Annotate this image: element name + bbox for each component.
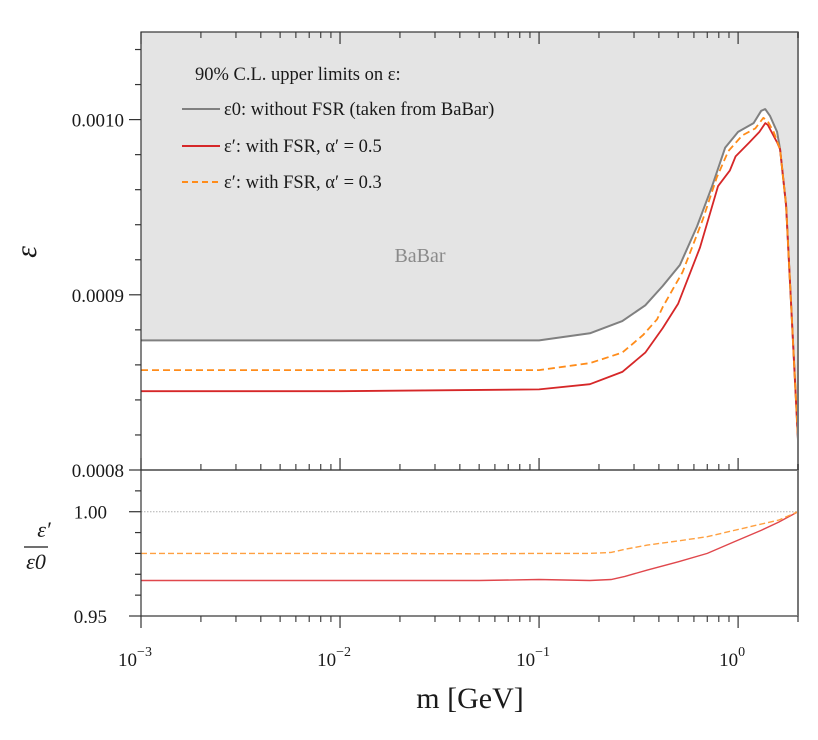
- legend-label-alpha-05: ε′: with FSR, α′ = 0.5: [224, 137, 382, 157]
- x-tick-base: 10: [317, 650, 336, 671]
- x-axis-label: m [GeV]: [416, 682, 523, 715]
- ratio-line-alpha-05: [141, 511, 799, 582]
- x-tick-labels: 10−3 10−2 10−1 100: [118, 645, 745, 671]
- ratio-label-denominator: ε0: [26, 549, 46, 574]
- babar-region-label: BaBar: [394, 245, 445, 267]
- ratio-y-tick-label: 0.95: [74, 607, 107, 628]
- main-series-group: [141, 108, 799, 441]
- x-tick-exponent: 0: [738, 645, 745, 660]
- legend-label-eps0: ε0: without FSR (taken from BaBar): [224, 100, 494, 120]
- babar-excluded-region: [141, 32, 798, 441]
- legend: 90% C.L. upper limits on ε: ε0: without …: [182, 65, 494, 193]
- x-tick-exponent: −1: [535, 645, 550, 660]
- x-tick-label: 10−1: [516, 645, 550, 671]
- main-y-tick-label: 0.0008: [72, 461, 124, 482]
- ratio-label-numerator: ε′: [37, 517, 52, 542]
- ratio-frame: [140, 469, 799, 617]
- x-tick-base: 10: [118, 650, 137, 671]
- x-tick-label: 10−3: [118, 645, 152, 671]
- x-tick-exponent: −2: [336, 645, 351, 660]
- ratio-series-group: [141, 511, 799, 582]
- series-line-eps0: [141, 108, 799, 441]
- ratio-y-axis-label: ε′ ε0: [24, 517, 52, 574]
- legend-title: 90% C.L. upper limits on ε:: [195, 65, 401, 85]
- series-line-alpha-05: [141, 122, 799, 441]
- x-tick-base: 10: [516, 650, 535, 671]
- x-tick-label: 10−2: [317, 645, 351, 671]
- main-y-tick-label: 0.0009: [72, 286, 124, 307]
- main-panel: BaBar 90% C.L. upper limits on ε: ε0: wi…: [10, 31, 799, 482]
- ratio-y-tick-label: 1.00: [74, 503, 107, 524]
- ratio-line-alpha-03: [141, 511, 799, 555]
- ratio-panel: 0.951.00 ε′ ε0 10−3 10−2 10−1 100 m [GeV]: [24, 469, 799, 715]
- series-line-alpha-03: [141, 116, 799, 441]
- x-tick-base: 10: [719, 650, 738, 671]
- main-y-axis-label: ε: [10, 246, 43, 258]
- x-tick-exponent: −3: [137, 645, 152, 660]
- legend-label-alpha-03: ε′: with FSR, α′ = 0.3: [224, 173, 382, 193]
- main-y-tick-label: 0.0010: [72, 111, 124, 132]
- x-tick-label: 100: [719, 645, 745, 671]
- ratio-axes: 0.95 1.00: [74, 469, 799, 628]
